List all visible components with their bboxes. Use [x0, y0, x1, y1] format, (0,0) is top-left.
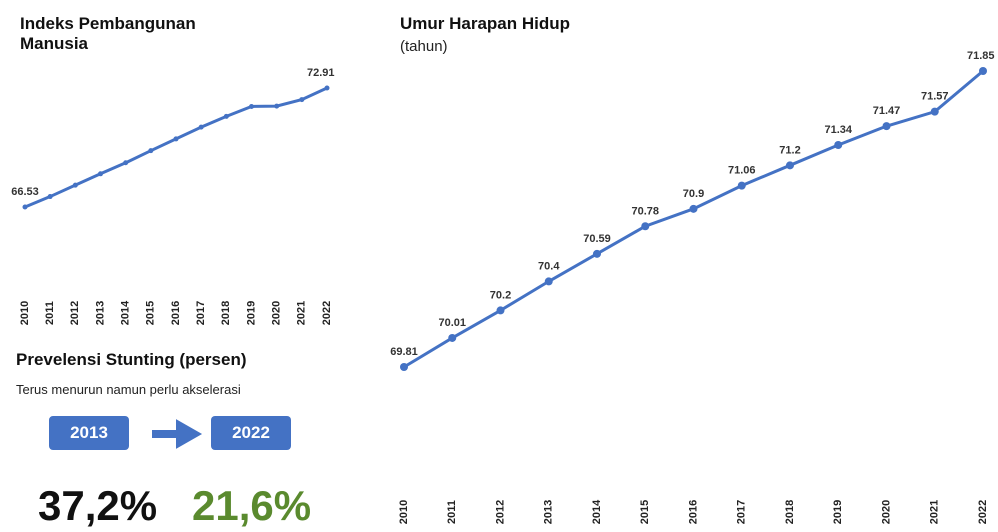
point — [544, 277, 553, 286]
point — [249, 103, 254, 109]
value-label: 69.81 — [390, 346, 418, 358]
point — [496, 306, 505, 315]
stunting-value: 21,6% — [192, 482, 312, 529]
point — [641, 222, 650, 231]
x-tick-label: 2018 — [220, 301, 232, 325]
x-tick-label: 2016 — [170, 301, 182, 325]
point — [72, 182, 78, 188]
point — [22, 204, 28, 210]
x-tick-label: 2019 — [832, 500, 844, 524]
x-tick-label: 2010 — [19, 301, 31, 325]
point — [324, 85, 330, 91]
x-tick-label: 2011 — [446, 500, 458, 524]
value-label: 71.34 — [824, 124, 852, 136]
point — [737, 181, 746, 190]
point — [834, 141, 843, 149]
point — [448, 333, 457, 342]
value-label: 72.91 — [307, 67, 335, 79]
x-tick-label: 2012 — [494, 500, 506, 524]
value-label: 71.57 — [921, 91, 949, 103]
point — [930, 107, 939, 116]
x-tick-label: 2022 — [977, 500, 989, 524]
x-tick-label: 2021 — [296, 301, 308, 325]
value-label: 71.85 — [967, 50, 995, 62]
x-tick-label: 2015 — [145, 301, 157, 325]
x-tick-label: 2017 — [736, 500, 748, 524]
point — [123, 160, 129, 166]
value-label: 71.47 — [873, 105, 901, 117]
year-box: 2022 — [211, 416, 291, 450]
arrow — [152, 419, 203, 449]
point — [274, 103, 280, 109]
value-label: 71.06 — [728, 165, 756, 177]
point — [786, 161, 794, 170]
chart-title: Indeks Pembangunan Manusia — [20, 14, 196, 53]
x-tick-label: 2022 — [321, 301, 333, 325]
point — [400, 363, 408, 371]
x-tick-label: 2012 — [69, 301, 81, 325]
x-tick-label: 2020 — [880, 500, 892, 524]
value-label: 71.2 — [779, 144, 800, 156]
year-box: 2013 — [49, 416, 129, 450]
chart-title: Umur Harapan Hidup — [400, 14, 571, 33]
line — [24, 86, 328, 209]
point — [98, 171, 103, 177]
x-tick-label: 2011 — [44, 301, 56, 325]
point — [47, 194, 53, 200]
point — [173, 136, 179, 142]
x-tick-label: 2017 — [195, 301, 207, 325]
stunting-subtitle: Terus menurun namun perlu akselerasi — [16, 382, 241, 397]
x-tick-label: 2018 — [784, 500, 796, 524]
x-tick-label: 2021 — [929, 500, 941, 524]
point — [223, 113, 229, 119]
x-tick-label: 2020 — [271, 301, 283, 325]
x-tick-label: 2013 — [94, 301, 106, 325]
point — [882, 122, 891, 131]
x-tick-label: 2013 — [543, 500, 555, 524]
value-label: 70.78 — [631, 205, 659, 217]
point — [148, 148, 154, 154]
value-label: 66.53 — [11, 186, 39, 198]
point — [593, 249, 601, 258]
x-tick-label: 2016 — [687, 500, 699, 524]
x-tick-label: 2015 — [639, 500, 651, 524]
point — [299, 97, 305, 103]
x-tick-label: 2014 — [591, 499, 603, 524]
value-label: 70.59 — [583, 233, 611, 245]
value-label: 70.9 — [683, 188, 704, 200]
value-label: 70.4 — [538, 260, 560, 272]
point — [198, 124, 204, 130]
stunting-title: Prevelensi Stunting (persen) — [16, 350, 247, 369]
value-label: 70.01 — [438, 317, 466, 329]
stunting-value: 37,2% — [38, 482, 158, 529]
x-tick-label: 2010 — [398, 500, 410, 524]
value-label: 70.2 — [490, 289, 511, 301]
point — [979, 67, 987, 75]
point — [689, 204, 698, 213]
chart-subtitle: (tahun) — [400, 38, 448, 55]
x-tick-label: 2014 — [120, 300, 132, 325]
x-tick-label: 2019 — [245, 301, 257, 325]
